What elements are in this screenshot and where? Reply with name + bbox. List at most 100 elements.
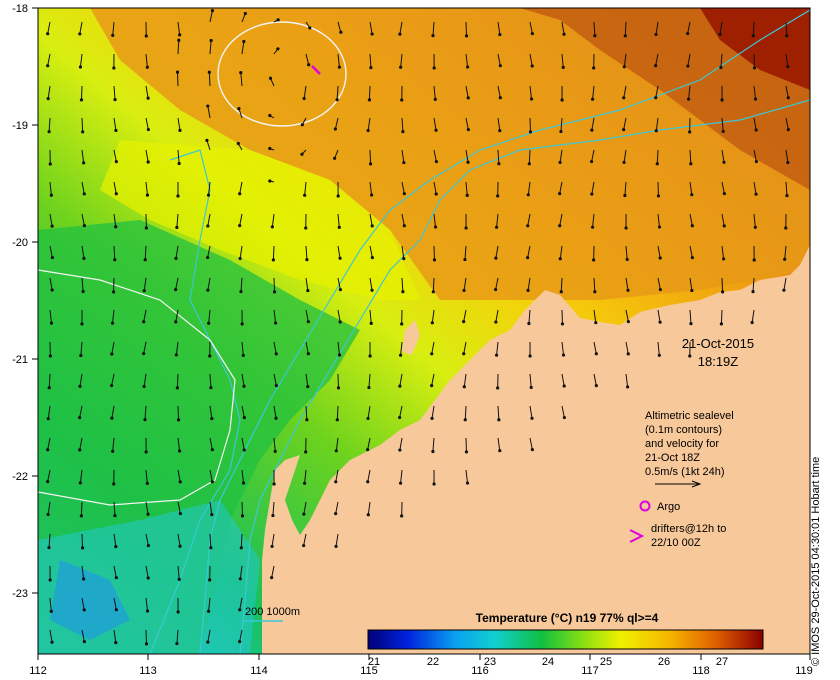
velocity-arrow-head (786, 160, 790, 165)
velocity-arrow (625, 341, 629, 354)
velocity-arrow-head (206, 255, 210, 260)
velocity-arrow (689, 245, 693, 258)
velocity-arrow (177, 405, 180, 420)
velocity-arrow-head (658, 320, 662, 324)
velocity-arrow-head (338, 287, 342, 292)
velocity-arrow (753, 213, 756, 228)
velocity-arrow (208, 181, 211, 196)
velocity-arrow-head (722, 224, 726, 228)
velocity-arrow-head (754, 128, 758, 132)
velocity-arrow-head (494, 256, 498, 260)
velocity-arrow-head (398, 384, 402, 388)
velocity-arrow (529, 405, 533, 419)
velocity-arrow-head (300, 123, 304, 127)
velocity-arrow-head (560, 322, 565, 326)
velocity-arrow (209, 10, 213, 23)
velocity-arrow-head (112, 66, 116, 70)
velocity-arrow (145, 565, 149, 579)
velocity-arrow (463, 309, 467, 322)
drifter-marker (311, 65, 321, 75)
velocity-arrow (721, 245, 725, 259)
velocity-arrow (143, 341, 147, 354)
velocity-arrow (240, 72, 243, 87)
velocity-arrow-head (462, 320, 466, 324)
velocity-arrow (177, 40, 180, 55)
velocity-arrow (753, 149, 757, 162)
velocity-arrow (400, 341, 403, 356)
velocity-arrow-head (528, 130, 533, 134)
velocity-arrow (79, 53, 83, 68)
velocity-arrow-head (339, 30, 343, 34)
velocity-arrow-head (690, 288, 694, 293)
velocity-arrow (337, 53, 340, 68)
velocity-arrow-head (206, 609, 211, 613)
velocity-arrow-head (366, 128, 370, 133)
velocity-arrow-head (656, 194, 661, 198)
velocity-arrow (559, 181, 563, 194)
velocity-arrow (143, 373, 147, 387)
velocity-arrow (273, 437, 276, 452)
velocity-arrow-head (465, 65, 470, 69)
velocity-arrow (241, 341, 244, 356)
colorbar-tick: 23 (484, 656, 496, 668)
velocity-arrow (721, 117, 724, 132)
velocity-arrow (273, 373, 277, 386)
velocity-arrow (527, 277, 531, 291)
velocity-arrow-head (530, 64, 534, 68)
velocity-arrow (497, 405, 500, 420)
velocity-arrow (464, 405, 467, 420)
velocity-arrow (527, 245, 531, 258)
velocity-arrows (46, 9, 790, 646)
velocity-arrow (81, 213, 85, 226)
velocity-arrow-head (462, 288, 466, 293)
velocity-arrow (399, 437, 403, 451)
velocity-arrow-head (719, 322, 724, 326)
argo-icon (639, 500, 651, 512)
velocity-arrow (465, 149, 469, 163)
velocity-arrow-head (143, 417, 147, 422)
velocity-arrow (720, 309, 723, 324)
velocity-arrow (209, 501, 213, 515)
velocity-arrow (529, 85, 533, 100)
velocity-arrow (785, 181, 788, 196)
velocity-arrow-head (145, 193, 150, 197)
velocity-arrow-head (46, 448, 50, 452)
velocity-arrow (399, 21, 403, 35)
velocity-arrow-head (81, 577, 86, 581)
land-mass (262, 245, 810, 654)
velocity-arrow-head (206, 104, 210, 108)
velocity-arrow-head (79, 514, 83, 518)
velocity-arrow-head (238, 608, 242, 612)
velocity-arrow (560, 277, 563, 292)
velocity-arrow-head (594, 321, 598, 325)
velocity-arrow-head (237, 106, 241, 111)
velocity-arrow-head (722, 257, 726, 261)
velocity-arrow (657, 245, 661, 259)
velocity-arrow-head (82, 161, 86, 165)
lon-tick: 114 (250, 665, 268, 677)
velocity-arrow-head (271, 513, 275, 518)
velocity-arrow (689, 277, 693, 291)
velocity-arrow-head (590, 192, 594, 196)
velocity-arrow (80, 85, 83, 100)
velocity-arrow-head (335, 98, 339, 102)
velocity-arrow (401, 213, 405, 226)
velocity-arrow (433, 149, 437, 162)
velocity-arrow-head (302, 481, 307, 485)
velocity-arrow-head (49, 321, 54, 325)
velocity-arrow (273, 277, 276, 292)
velocity-arrow-head (497, 418, 501, 422)
velocity-arrow (79, 21, 83, 35)
velocity-arrow-head (80, 546, 85, 550)
velocity-arrow-head (272, 290, 277, 294)
velocity-arrow-head (432, 482, 436, 486)
velocity-arrow (529, 53, 533, 67)
velocity-arrow-head (49, 193, 53, 197)
velocity-arrow (145, 85, 149, 99)
velocity-arrow (593, 277, 596, 292)
velocity-arrow-head (751, 290, 755, 294)
velocity-arrow-head (337, 65, 342, 69)
velocity-arrow-head (754, 192, 758, 196)
velocity-arrow (176, 213, 179, 228)
velocity-arrow (367, 405, 371, 419)
